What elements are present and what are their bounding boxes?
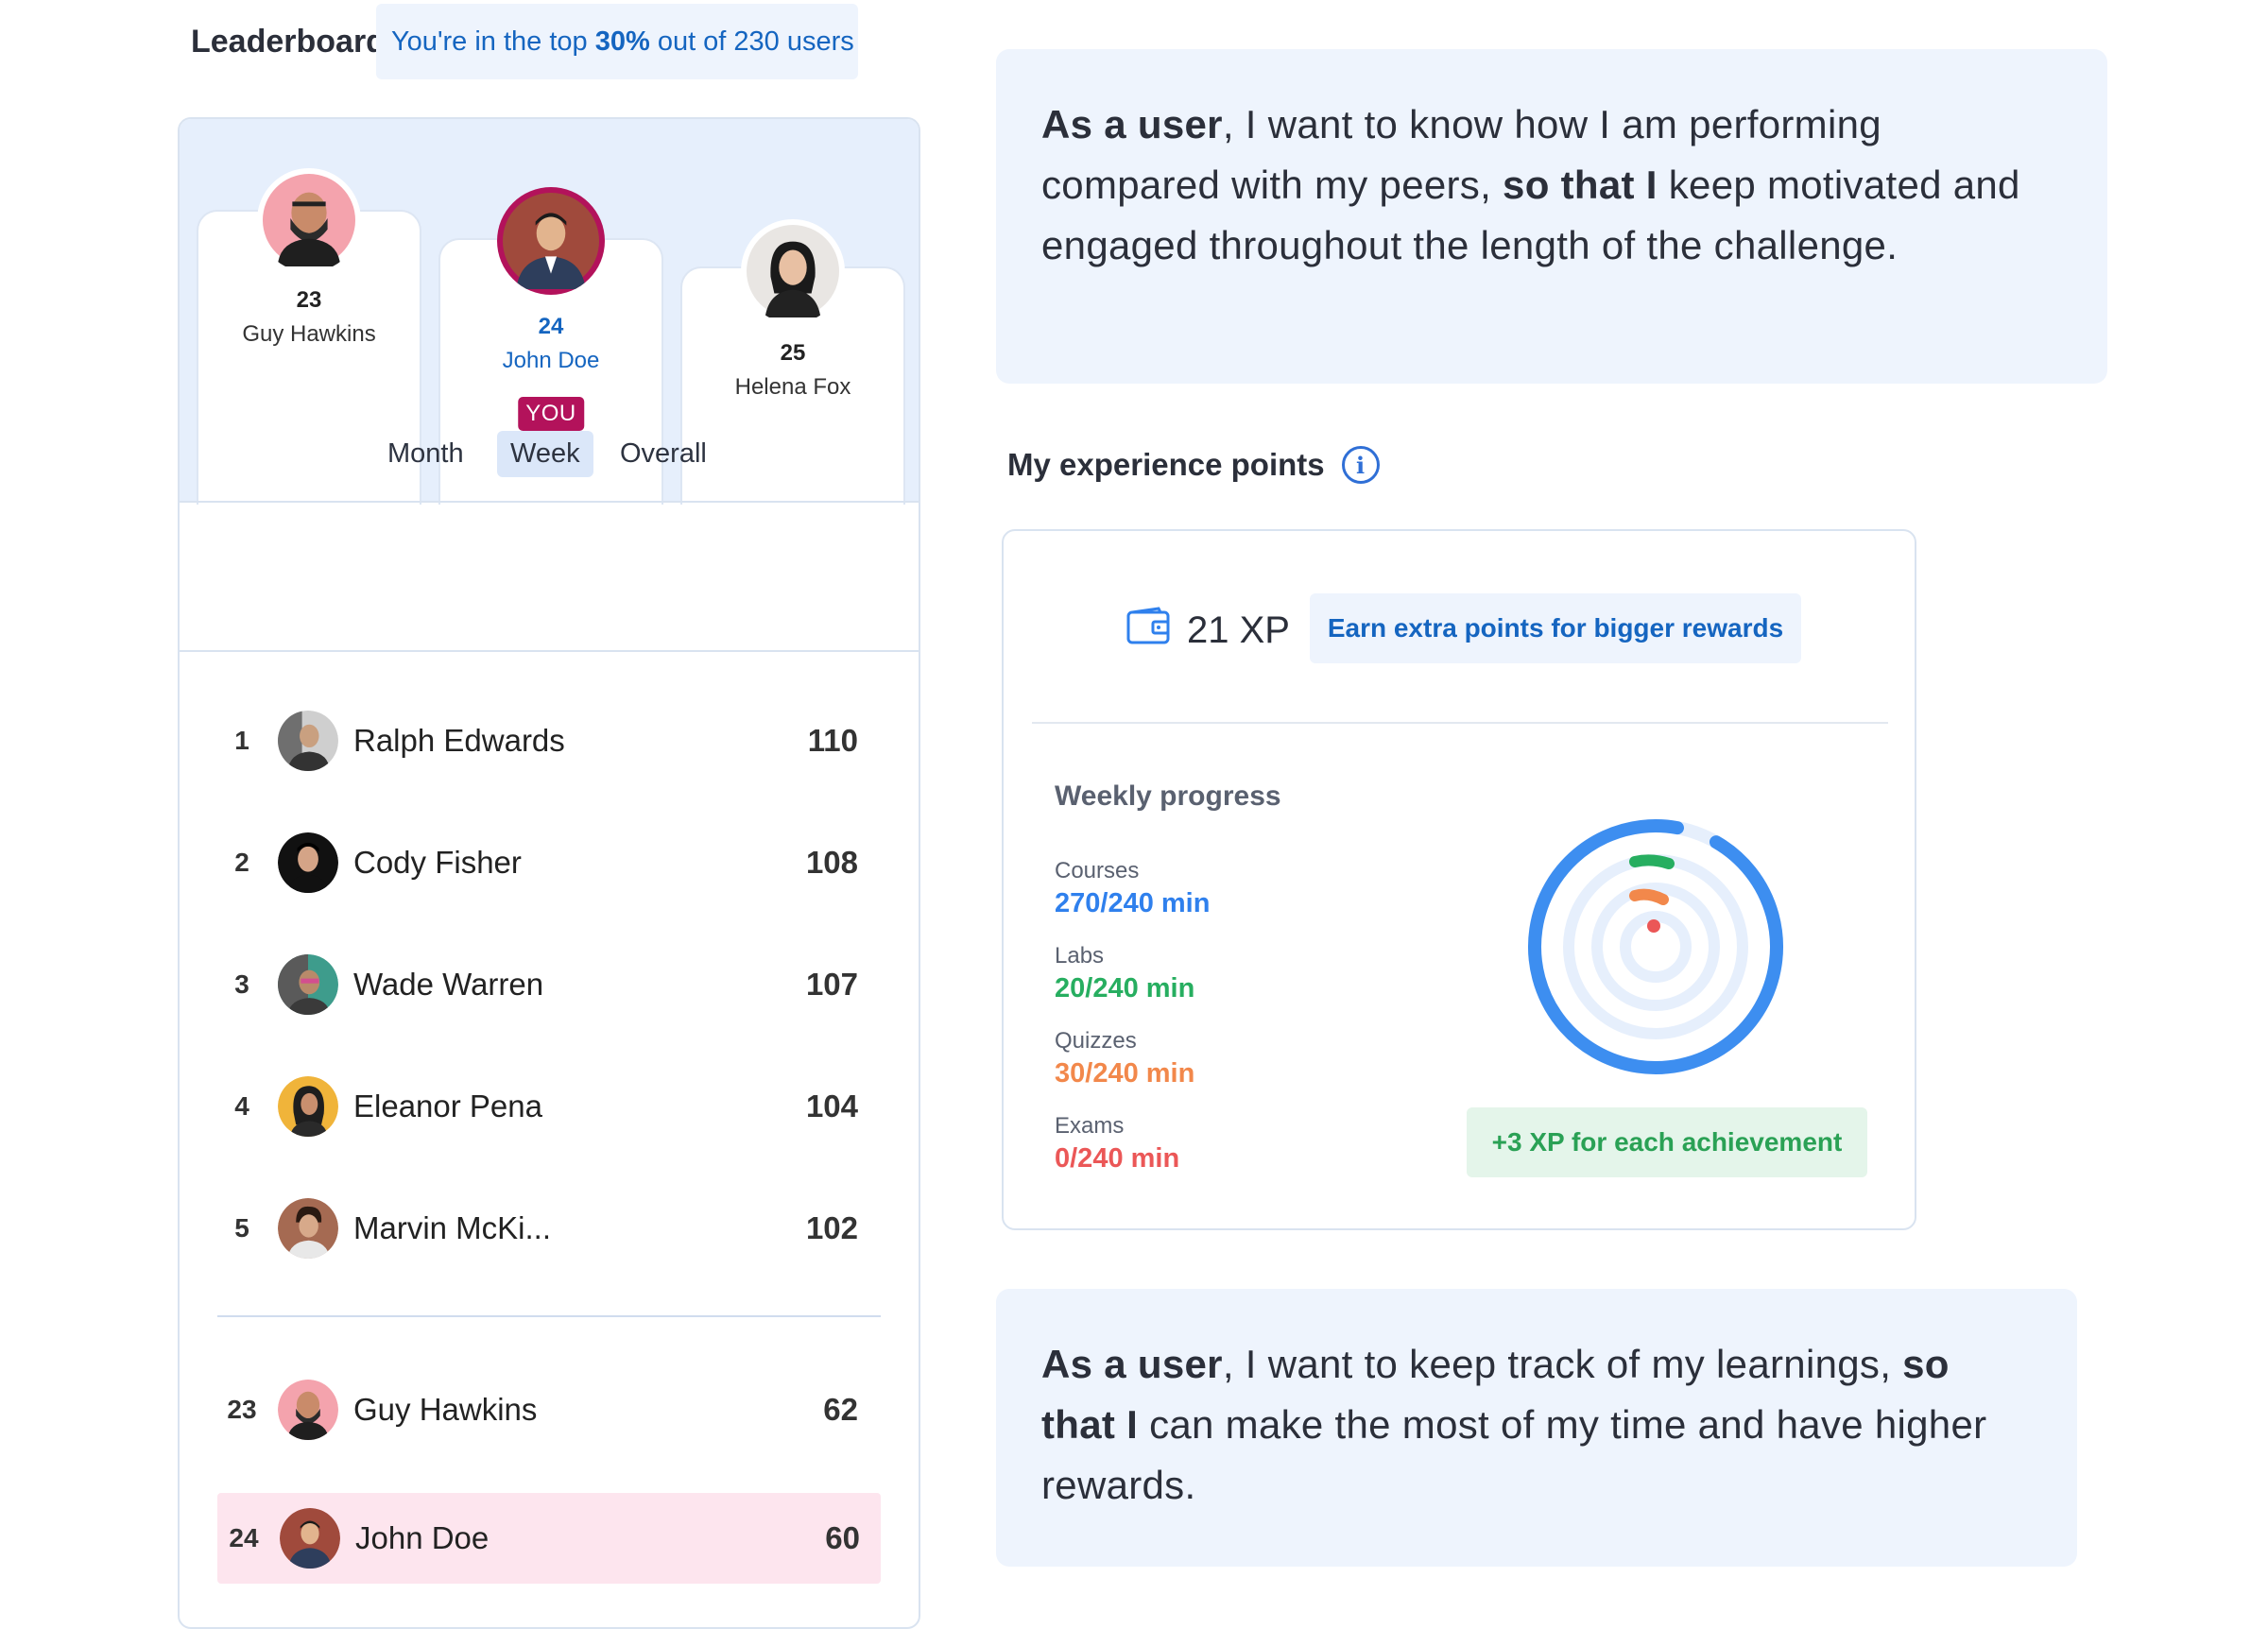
xp-value: 21 XP bbox=[1187, 609, 1290, 651]
story-mid-bold: so that I bbox=[1503, 163, 1658, 207]
leaderboard-row-current-user[interactable]: 24 John Doe 60 bbox=[217, 1493, 881, 1584]
row-name: Ralph Edwards bbox=[353, 723, 565, 758]
row-score: 60 bbox=[825, 1520, 860, 1555]
weekly-progress-title: Weekly progress bbox=[1055, 780, 1281, 812]
wallet-icon bbox=[1126, 607, 1170, 654]
xp-total: 21 XP bbox=[1126, 607, 1290, 654]
info-icon[interactable]: i bbox=[1341, 446, 1380, 484]
story-lead: , I want to know how I am performing com… bbox=[1041, 102, 1881, 207]
period-tabs bbox=[180, 501, 919, 652]
avatar bbox=[278, 1076, 338, 1137]
story-mid-bold: so that I bbox=[1041, 1342, 1950, 1447]
leaderboard-row[interactable]: 2 Cody Fisher 108 bbox=[215, 817, 879, 908]
row-name: Marvin McKi... bbox=[353, 1210, 552, 1245]
xp-divider bbox=[1032, 722, 1888, 724]
row-name: Cody Fisher bbox=[353, 845, 522, 880]
rank-percent: 30% bbox=[594, 26, 650, 57]
rank-summary-pill: You're in the top 30% out of 230 users bbox=[376, 4, 858, 79]
you-badge: YOU bbox=[518, 397, 584, 431]
podium-name: John Doe bbox=[502, 348, 600, 373]
stat-label-courses: Courses bbox=[1055, 858, 1140, 883]
row-score: 110 bbox=[807, 723, 858, 758]
rank-suffix: out of 230 users bbox=[657, 26, 854, 57]
weekly-progress-ring bbox=[1523, 814, 1788, 1084]
row-rank: 23 bbox=[227, 1395, 257, 1424]
story-lead-bold: As a user bbox=[1041, 102, 1223, 146]
row-rank: 2 bbox=[234, 848, 249, 877]
row-name: Wade Warren bbox=[353, 967, 544, 1002]
story-lead-bold: As a user bbox=[1041, 1342, 1223, 1386]
stat-value-exams: 0/240 min bbox=[1055, 1143, 1180, 1174]
row-score: 108 bbox=[805, 845, 858, 880]
avatar bbox=[278, 954, 338, 1015]
leaderboard-card: 23 Guy Hawkins 24 John Doe YOU 25 Helena… bbox=[178, 117, 920, 1629]
stat-label-labs: Labs bbox=[1055, 943, 1105, 969]
tab-overall[interactable]: Overall bbox=[620, 438, 707, 469]
story-tail: can make the most of my time and have hi… bbox=[1041, 1402, 1987, 1507]
stat-label-exams: Exams bbox=[1055, 1113, 1125, 1139]
story-tail: keep motivated and engaged throughout th… bbox=[1041, 163, 2020, 267]
row-name: Guy Hawkins bbox=[353, 1392, 538, 1427]
avatar bbox=[278, 1380, 338, 1440]
story-lead: , I want to keep track of my learnings, bbox=[1222, 1342, 1903, 1386]
avatar bbox=[497, 187, 605, 295]
avatar bbox=[278, 711, 338, 771]
leaderboard-row[interactable]: 5 Marvin McKi... 102 bbox=[215, 1183, 879, 1274]
leaderboard-row[interactable]: 3 Wade Warren 107 bbox=[215, 939, 879, 1030]
user-story-card-peers: As a user, I want to know how I am perfo… bbox=[996, 49, 2107, 384]
leaderboard-separator bbox=[217, 1315, 881, 1317]
row-score: 102 bbox=[805, 1210, 858, 1245]
podium-name: Guy Hawkins bbox=[242, 321, 376, 347]
rank-prefix: You're in the top bbox=[391, 26, 588, 57]
row-rank: 5 bbox=[234, 1213, 249, 1243]
leaderboard-title: Leaderboard bbox=[191, 24, 386, 60]
row-score: 107 bbox=[805, 967, 858, 1002]
podium-card-helena-fox[interactable]: 25 Helena Fox bbox=[680, 219, 905, 505]
avatar bbox=[257, 168, 361, 272]
podium-rank: 25 bbox=[780, 340, 806, 366]
stat-value-labs: 20/240 min bbox=[1055, 973, 1195, 1003]
user-story-card-learnings: As a user, I want to keep track of my le… bbox=[996, 1289, 2077, 1567]
stat-value-courses: 270/240 min bbox=[1055, 888, 1211, 918]
achievement-bonus-pill: +3 XP for each achievement bbox=[1467, 1107, 1867, 1177]
stat-value-quizzes: 30/240 min bbox=[1055, 1058, 1195, 1089]
podium-name: Helena Fox bbox=[734, 374, 851, 400]
podium-card-john-doe[interactable]: 24 John Doe YOU bbox=[438, 187, 663, 505]
leaderboard-row[interactable]: 4 Eleanor Pena 104 bbox=[215, 1061, 879, 1152]
row-rank: 3 bbox=[234, 969, 249, 999]
stat-label-quizzes: Quizzes bbox=[1055, 1028, 1137, 1054]
avatar bbox=[278, 832, 338, 893]
row-rank: 1 bbox=[234, 726, 249, 755]
avatar bbox=[741, 219, 845, 323]
earn-extra-points-button[interactable]: Earn extra points for bigger rewards bbox=[1310, 593, 1801, 663]
podium-rank: 24 bbox=[538, 314, 564, 339]
row-rank: 4 bbox=[234, 1091, 249, 1121]
avatar bbox=[278, 1198, 338, 1259]
row-score: 104 bbox=[805, 1089, 858, 1123]
xp-title-text: My experience points bbox=[1007, 447, 1325, 482]
leaderboard-row[interactable]: 23 Guy Hawkins 62 bbox=[215, 1364, 879, 1455]
xp-card: 21 XP Earn extra points for bigger rewar… bbox=[1002, 529, 1916, 1230]
podium-rank: 23 bbox=[296, 287, 322, 313]
leaderboard-row[interactable]: 1 Ralph Edwards 110 bbox=[215, 695, 879, 786]
tab-month[interactable]: Month bbox=[387, 438, 464, 469]
row-rank: 24 bbox=[229, 1523, 259, 1552]
row-name: John Doe bbox=[355, 1520, 490, 1555]
podium-card-guy-hawkins[interactable]: 23 Guy Hawkins bbox=[197, 168, 421, 505]
tab-week[interactable]: Week bbox=[497, 431, 593, 477]
xp-section-title: My experience points i bbox=[1007, 446, 1380, 484]
row-name: Eleanor Pena bbox=[353, 1089, 542, 1123]
avatar bbox=[280, 1508, 340, 1569]
row-score: 62 bbox=[823, 1392, 858, 1427]
